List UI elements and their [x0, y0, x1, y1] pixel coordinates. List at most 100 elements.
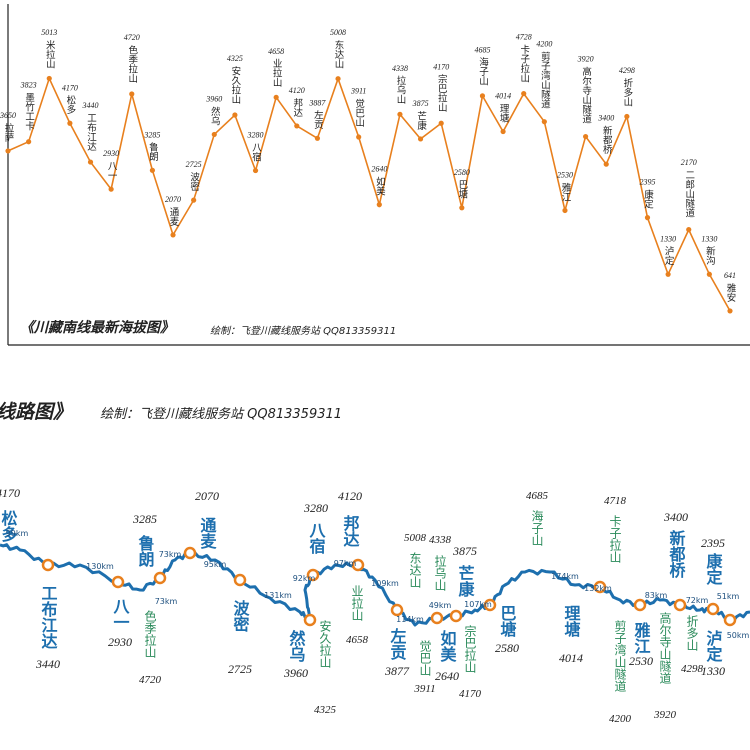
point [273, 94, 279, 100]
distance-label: 73km [159, 550, 182, 559]
town-name: 八宿 [307, 522, 327, 555]
data-label: 1330 [660, 234, 676, 243]
distance-label: 99km [6, 529, 29, 538]
town-marker [483, 598, 497, 612]
data-label: 2725 [186, 160, 202, 169]
x-tick-label: 业拉山 [271, 59, 283, 88]
town-marker [303, 613, 317, 627]
point [170, 232, 176, 238]
town-name: 鲁朗 [136, 534, 156, 568]
x-tick-label: 然乌 [209, 106, 221, 127]
x-tick-label: 宗巴拉山 [436, 74, 448, 113]
data-label: 3400 [597, 114, 614, 123]
distance-label: 49km [429, 601, 452, 610]
data-label: 1330 [701, 234, 717, 243]
point [727, 308, 733, 314]
data-label: 3650 [0, 111, 16, 120]
pass-elevation: 5008 [404, 532, 427, 544]
town-name: 新都桥 [667, 529, 687, 579]
x-tick-label: 东达山 [333, 40, 345, 69]
x-tick-label: 如美 [374, 176, 386, 197]
x-tick-label: 高尔寺山隧道 [580, 66, 592, 125]
data-label: 2170 [681, 158, 697, 167]
town-elevation: 3440 [35, 657, 60, 671]
point [129, 91, 135, 97]
town-name: 雅江 [632, 621, 652, 655]
town-elevation: 4014 [559, 651, 583, 665]
town-elevation: 2070 [195, 489, 219, 503]
x-tick-label: 剪子湾山隧道 [539, 51, 551, 110]
town-elevation: 2580 [495, 641, 519, 655]
distance-label: 73km [155, 597, 178, 606]
pass-elevation: 4720 [139, 674, 162, 686]
point [294, 123, 300, 129]
data-label: 3875 [412, 99, 429, 108]
pass-name: 剪子湾山隧道 [613, 619, 627, 692]
data-label: 3823 [20, 81, 37, 90]
x-tick-label: 工布江达 [85, 113, 97, 151]
town-name: 巴塘 [498, 605, 517, 638]
chart-title: 《川藏南线最新海拔图》 [20, 319, 174, 336]
distance-label: 92km [293, 574, 316, 583]
x-tick-label: 二郎山隧道 [683, 170, 695, 218]
pass-name: 海子山 [530, 509, 544, 546]
town-elevation: 3875 [452, 544, 477, 558]
town-name: 理塘 [562, 605, 581, 638]
point [417, 136, 424, 142]
x-tick-label: 色季拉山 [126, 44, 138, 83]
x-tick-label: 拉萨 [3, 122, 15, 142]
distance-label: 95km [204, 560, 227, 569]
data-label: 4658 [268, 47, 284, 56]
data-label: 4200 [536, 40, 552, 49]
town-elevation: 1330 [701, 664, 725, 678]
data-label: 2580 [454, 168, 470, 177]
data-label: 4685 [474, 45, 490, 54]
data-label: 4728 [516, 33, 532, 42]
pass-name: 业拉山 [350, 585, 364, 621]
point [211, 131, 217, 138]
town-name: 左贡 [388, 627, 408, 661]
point [191, 197, 197, 203]
town-elevation: 3285 [132, 512, 157, 526]
x-tick-label: 新沟 [704, 246, 716, 267]
point [541, 119, 547, 125]
x-tick-label: 泸定 [663, 246, 675, 266]
data-label: 4120 [289, 86, 305, 95]
x-tick-label: 理塘 [498, 104, 510, 124]
town-elevation: 3877 [384, 664, 410, 678]
x-tick-label: 米拉山 [44, 39, 56, 68]
pass-name: 觉巴山 [418, 640, 432, 676]
distance-label: 132km [584, 584, 612, 593]
x-tick-label: 安久拉山 [229, 65, 241, 104]
point [686, 227, 692, 233]
pass-elevation: 3911 [413, 683, 435, 695]
town-marker [706, 602, 720, 616]
town-marker [449, 609, 463, 623]
x-tick-label: 鲁朗 [147, 142, 159, 163]
distance-label: 50km [727, 631, 750, 640]
x-tick-label: 雅江 [559, 182, 571, 203]
point [665, 271, 671, 277]
data-label: 4325 [227, 54, 243, 63]
distance-label: 72km [686, 596, 709, 605]
pass-name: 折多山 [685, 614, 699, 651]
x-tick-label: 左贡 [312, 110, 324, 131]
point [87, 159, 94, 165]
point [5, 148, 11, 154]
town-marker [673, 598, 687, 612]
point [706, 271, 712, 277]
point [500, 128, 506, 135]
point [376, 202, 382, 208]
x-tick-label: 通麦 [168, 207, 180, 227]
x-tick-label: 雅安 [725, 282, 737, 303]
point [583, 133, 589, 140]
x-tick-label: 巴塘 [456, 180, 468, 200]
point [397, 111, 403, 117]
data-label: 5008 [330, 28, 346, 37]
data-label: 3285 [143, 130, 160, 139]
x-tick-label: 邦达 [291, 97, 303, 117]
x-tick-label: 波密 [188, 171, 200, 192]
x-tick-label: 康定 [642, 189, 654, 210]
x-tick-label: 八一 [106, 161, 118, 180]
